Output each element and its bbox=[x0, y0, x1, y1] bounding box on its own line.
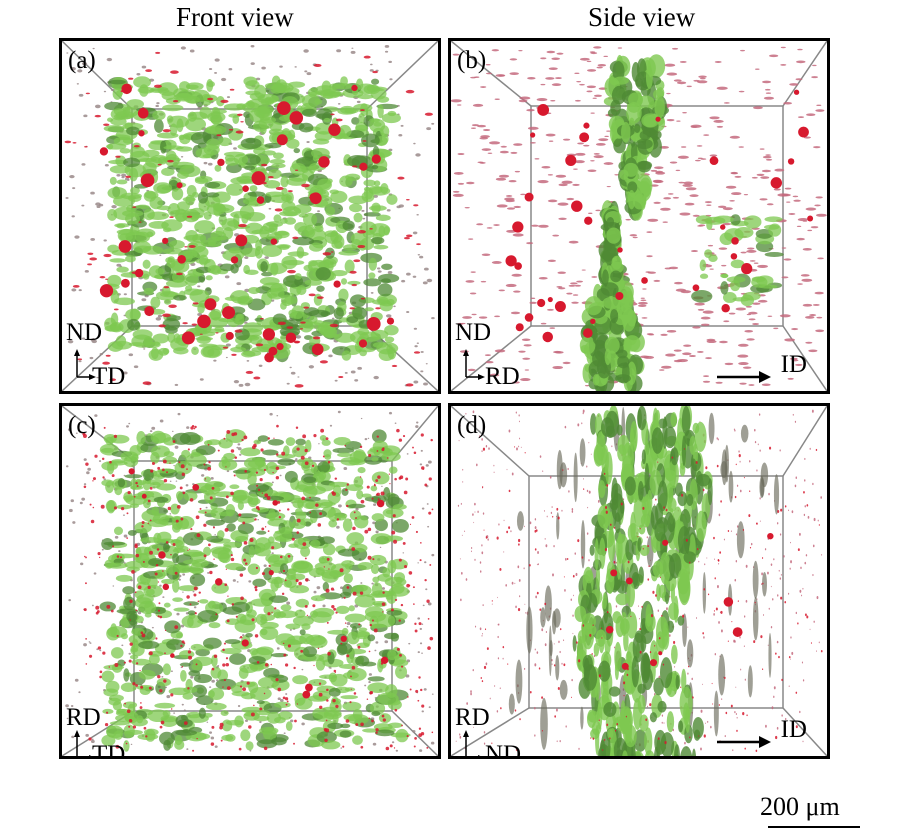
panel-d-axis-horizontal: ND bbox=[485, 741, 522, 759]
panel-d-tag: (d) bbox=[457, 412, 487, 439]
panel-b-axis-arrow-icon bbox=[463, 349, 485, 380]
scale-bar-line bbox=[768, 826, 860, 828]
column-title-front: Front view bbox=[176, 2, 294, 32]
panel-d-render bbox=[451, 406, 827, 756]
panel-c-tag: (c) bbox=[68, 412, 96, 439]
panel-b: (b) ND RD ID bbox=[448, 38, 830, 394]
panel-b-tag: (b) bbox=[457, 47, 487, 74]
panel-b-direction-label: ID bbox=[780, 351, 807, 378]
panel-d-id-arrow-icon bbox=[717, 736, 771, 748]
panel-d: (d) RD ND ID bbox=[448, 403, 830, 759]
panel-c-axis-vertical: RD bbox=[66, 704, 101, 731]
panel-b-axis-horizontal: RD bbox=[485, 363, 520, 390]
panel-b-render bbox=[451, 41, 827, 391]
scale-bar-label: 200 μm bbox=[760, 792, 840, 821]
panel-a-axis-arrow-icon bbox=[74, 349, 96, 380]
panel-c-axis-horizontal: TD bbox=[92, 741, 126, 759]
panel-c-render bbox=[62, 406, 438, 756]
panel-d-axis-arrow-icon bbox=[463, 730, 481, 756]
panel-a-tag: (a) bbox=[68, 47, 96, 74]
panel-a-axis-horizontal: TD bbox=[92, 363, 126, 390]
panel-d-direction-label: ID bbox=[780, 716, 807, 743]
panel-a: (a) ND TD bbox=[59, 38, 441, 394]
panel-b-id-arrow-icon bbox=[717, 371, 771, 383]
panel-a-axis-vertical: ND bbox=[66, 319, 103, 346]
column-title-side: Side view bbox=[588, 2, 696, 32]
panel-b-axis-vertical: ND bbox=[455, 319, 492, 346]
panel-d-axis-vertical: RD bbox=[455, 704, 490, 731]
panel-c: (c) RD TD bbox=[59, 403, 441, 759]
panel-a-render bbox=[62, 41, 438, 391]
panel-c-axis-arrow-icon bbox=[74, 730, 92, 756]
